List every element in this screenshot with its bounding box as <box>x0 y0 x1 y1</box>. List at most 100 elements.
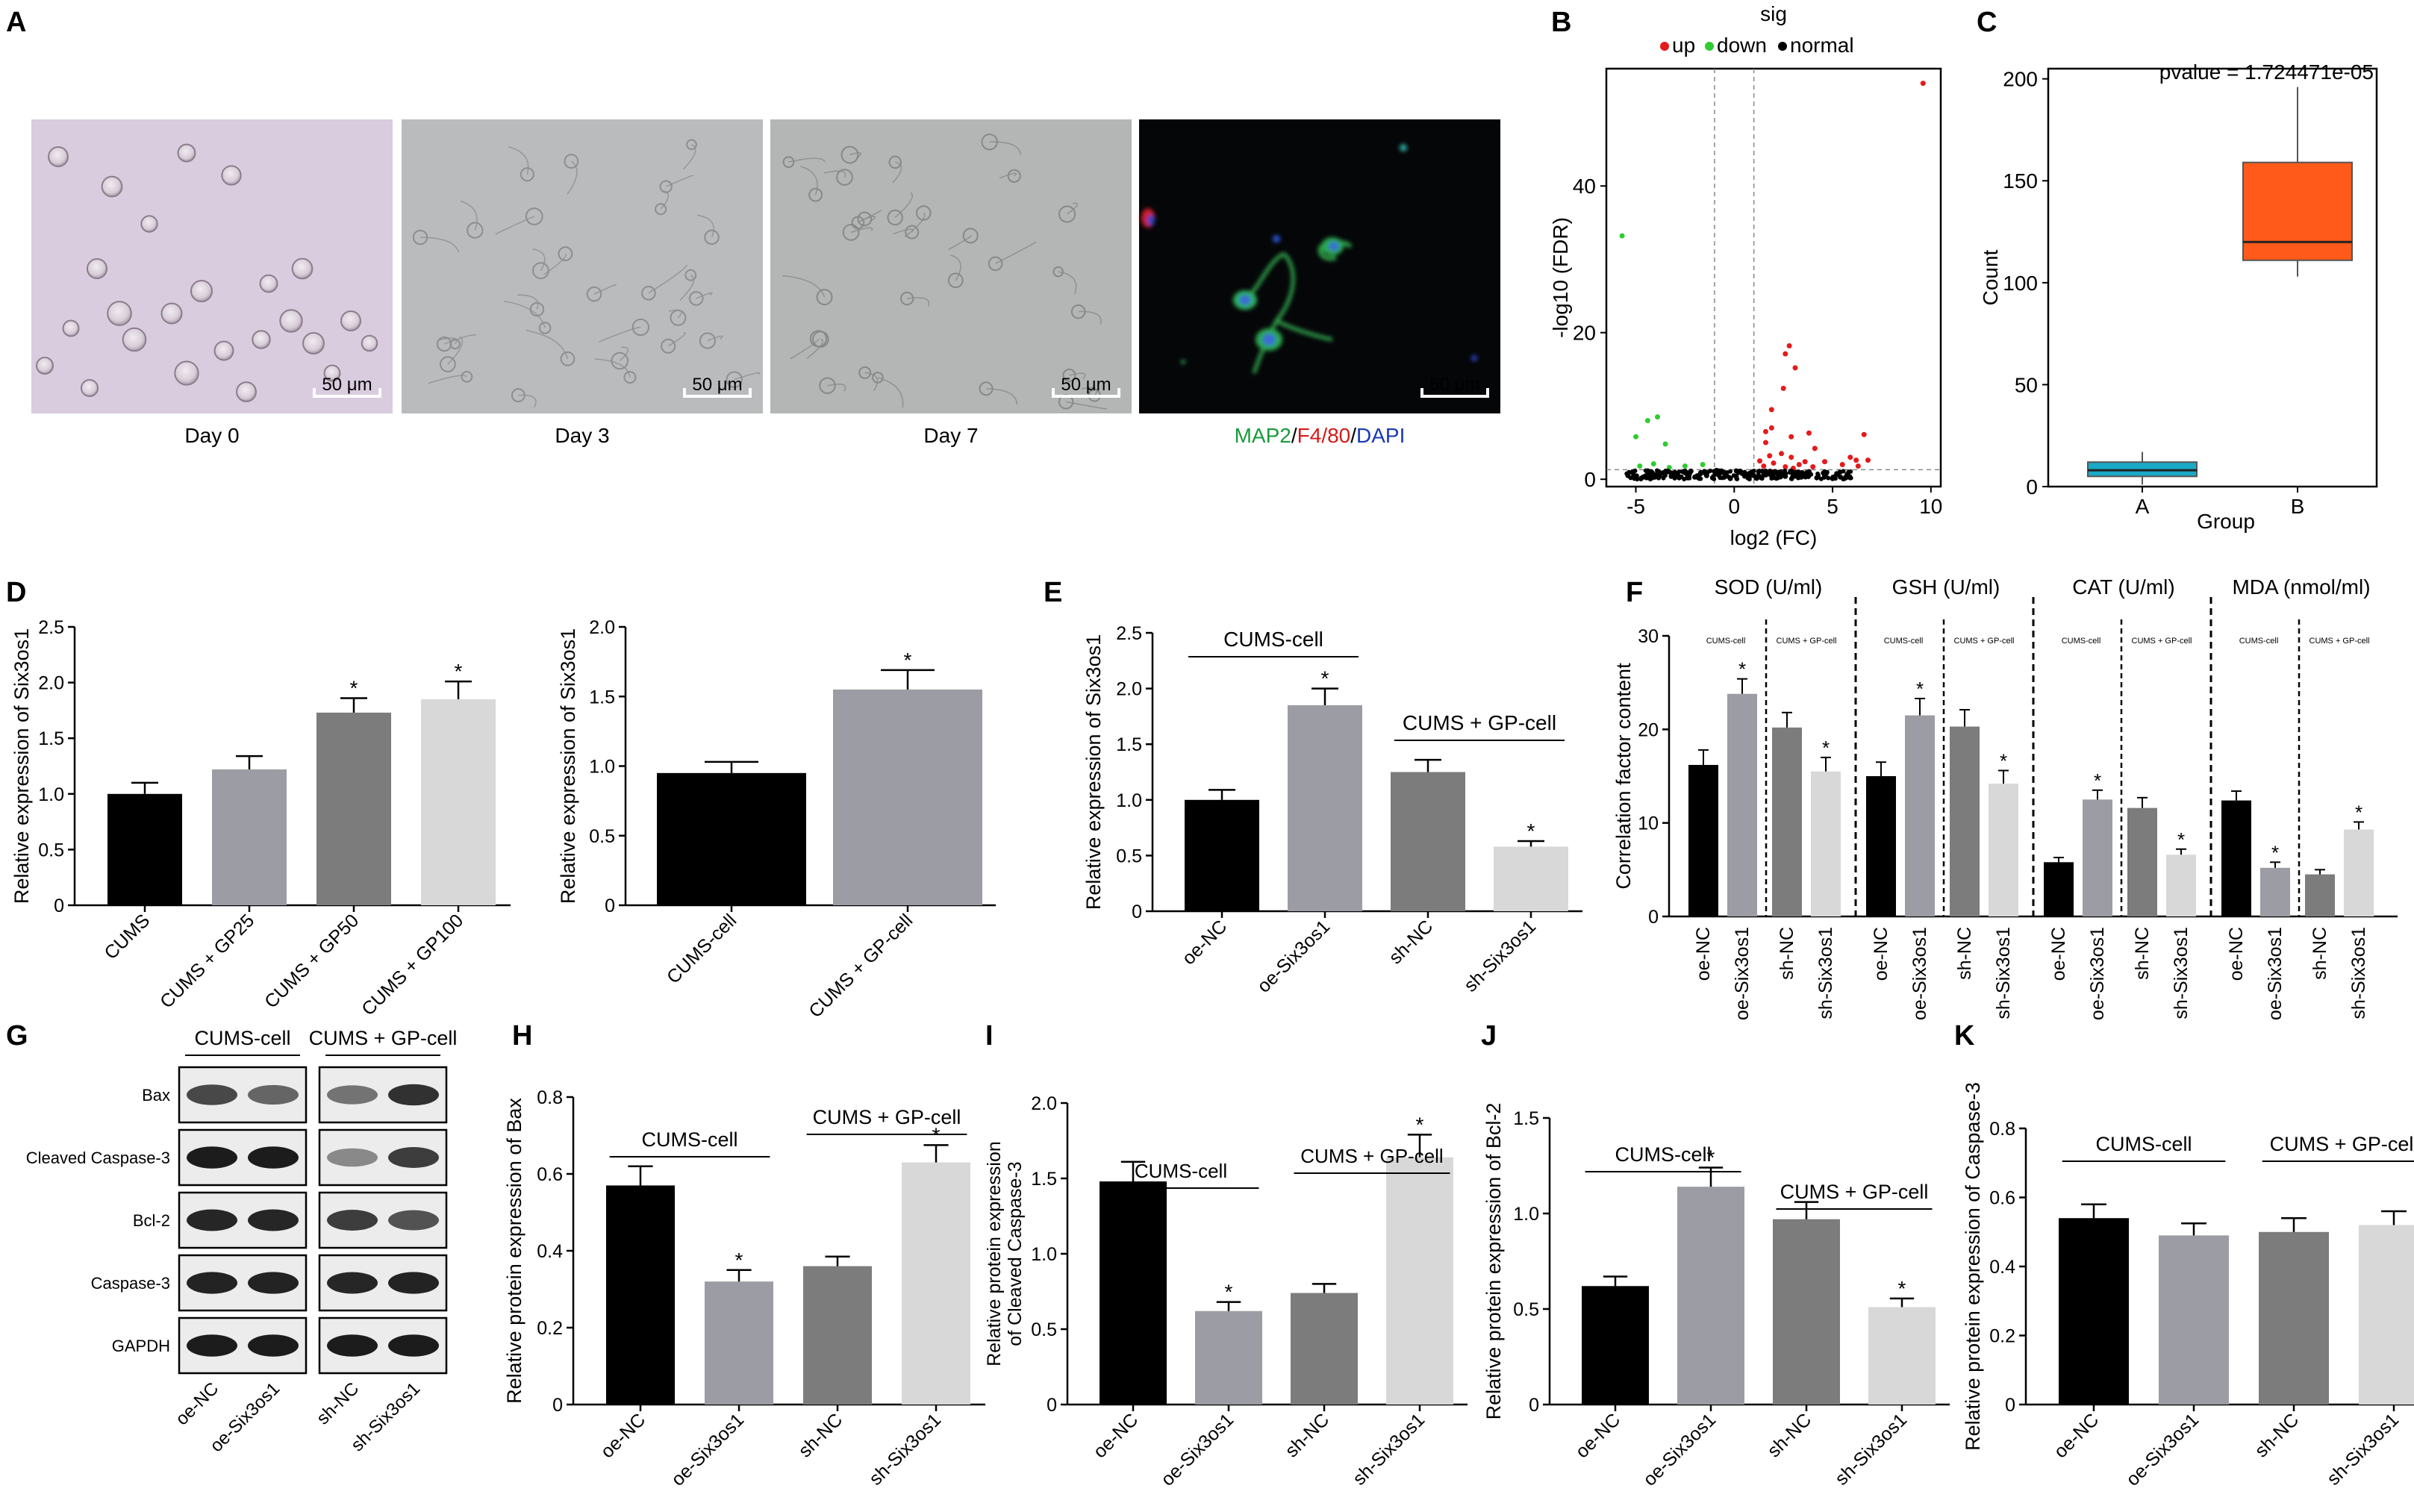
cell <box>440 356 456 372</box>
point-normal <box>1638 475 1644 481</box>
point-up <box>1768 407 1774 413</box>
category-label: oe-NC <box>1571 1409 1624 1462</box>
cell <box>840 146 859 164</box>
point-down <box>1682 463 1688 469</box>
box-B <box>2242 161 2353 261</box>
tick-label: 0 <box>1132 902 1142 922</box>
point-normal <box>1826 475 1831 481</box>
point-up <box>1812 446 1818 452</box>
significance-star: * <box>2177 828 2185 851</box>
category-label: sh-NC <box>794 1409 846 1461</box>
subgroup-label: CUMS + GP-cell <box>1954 637 2015 646</box>
legend-marker <box>1778 42 1787 51</box>
micrograph-day0: 50 μm <box>31 119 393 413</box>
tick-label: 0.4 <box>1989 1257 2015 1278</box>
category-label: sh-NC <box>1385 916 1437 968</box>
cell <box>525 207 543 225</box>
point-up <box>1783 463 1788 469</box>
point-up <box>1847 454 1853 460</box>
cell <box>436 336 452 352</box>
tick-label: 100 <box>2003 272 2038 295</box>
bar-CUMS + GP50 <box>316 712 391 905</box>
significance-star: * <box>1898 1277 1906 1300</box>
category-label: sh-NC <box>1763 1409 1815 1461</box>
cell <box>988 256 1003 272</box>
tick-label: 1.5 <box>589 687 615 707</box>
band <box>187 1146 237 1169</box>
bar-oe-NC <box>2221 800 2251 916</box>
bar-sh-Six3os1 <box>1811 771 1841 916</box>
y-axis-label: Correlation factor content <box>1612 663 1635 890</box>
point-up <box>1796 462 1802 468</box>
band <box>388 1084 439 1106</box>
cell <box>947 272 964 289</box>
bar-oe-Six3os1 <box>1195 1310 1262 1405</box>
significance-star: * <box>1738 658 1746 681</box>
category-label: CUMS + GP25 <box>156 910 258 1012</box>
cell <box>252 330 271 349</box>
cell <box>1052 266 1064 278</box>
p-value-annotation: pvalue = 1.724471e-05 <box>2159 60 2374 84</box>
group-label: CUMS-cell <box>2095 1133 2192 1155</box>
point-down <box>1619 233 1625 239</box>
cell <box>461 370 473 383</box>
point-up <box>1767 453 1773 459</box>
lane-label: oe-NC <box>172 1378 222 1429</box>
y-axis-label: Relative expression of Six3os1 <box>1082 634 1105 910</box>
significance-star: * <box>735 1249 743 1272</box>
x-axis-label: log2 (FC) <box>1730 526 1818 549</box>
bar-sh-NC <box>1391 772 1465 911</box>
subgroup-label: CUMS + GP-cell <box>2309 637 2370 646</box>
band <box>248 1209 299 1231</box>
legend-marker <box>1660 42 1669 51</box>
point-down <box>1650 461 1656 467</box>
neurite <box>788 157 826 163</box>
point-up <box>1865 457 1871 463</box>
tick-label: 0 <box>605 896 615 916</box>
tick-label: 0 <box>552 1395 563 1416</box>
category-label: oe-Six3os1 <box>1157 1409 1238 1490</box>
tick-label: 1.5 <box>1116 734 1142 755</box>
bar-sh-Six3os1 <box>2344 829 2374 916</box>
cell <box>688 291 704 306</box>
cell <box>361 334 378 352</box>
point-up <box>1761 463 1767 469</box>
neurite <box>989 141 1021 155</box>
cell <box>48 146 69 167</box>
group-title: CAT (U/ml) <box>2072 575 2174 599</box>
cell <box>302 332 325 354</box>
bar-CUMS + GP-cell <box>833 689 982 905</box>
bar-oe-NC <box>1100 1181 1167 1405</box>
group-title: MDA (nmol/ml) <box>2232 575 2370 599</box>
tick-label: 0.2 <box>1989 1326 2015 1347</box>
point-up <box>1783 351 1788 357</box>
group-label: CUMS + GP-cell <box>1403 711 1556 734</box>
subgroup-label: CUMS + GP-cell <box>1777 637 1837 646</box>
point-normal <box>1766 471 1771 476</box>
tick-label: 1.0 <box>1513 1204 1539 1225</box>
band <box>327 1210 378 1231</box>
cell <box>872 372 884 384</box>
cell <box>1062 368 1076 382</box>
cell <box>62 319 80 337</box>
point-up <box>1802 459 1808 465</box>
cell <box>279 309 303 333</box>
point-up <box>1920 81 1926 87</box>
bar-oe-NC <box>1688 764 1718 916</box>
band <box>388 1334 439 1357</box>
neurite <box>503 300 546 328</box>
category-label: oe-NC <box>1871 927 1891 981</box>
cell <box>213 340 234 361</box>
point-normal <box>1697 472 1703 477</box>
western-blot: CUMS-cell CUMS + GP-cell Bax Cleaved Caspas… <box>26 1027 458 1456</box>
category-label: A <box>2136 495 2150 518</box>
point-normal <box>1833 476 1838 481</box>
category-label: oe-NC <box>2226 927 2247 981</box>
neurite <box>947 235 972 251</box>
tick-label: 0.6 <box>1989 1188 2015 1209</box>
category-label: sh-NC <box>2251 1409 2303 1461</box>
point-normal <box>1687 473 1692 478</box>
category-label: sh-Six3os1 <box>2323 1409 2403 1489</box>
category-label: sh-NC <box>2132 927 2153 980</box>
point-normal <box>1627 469 1632 475</box>
